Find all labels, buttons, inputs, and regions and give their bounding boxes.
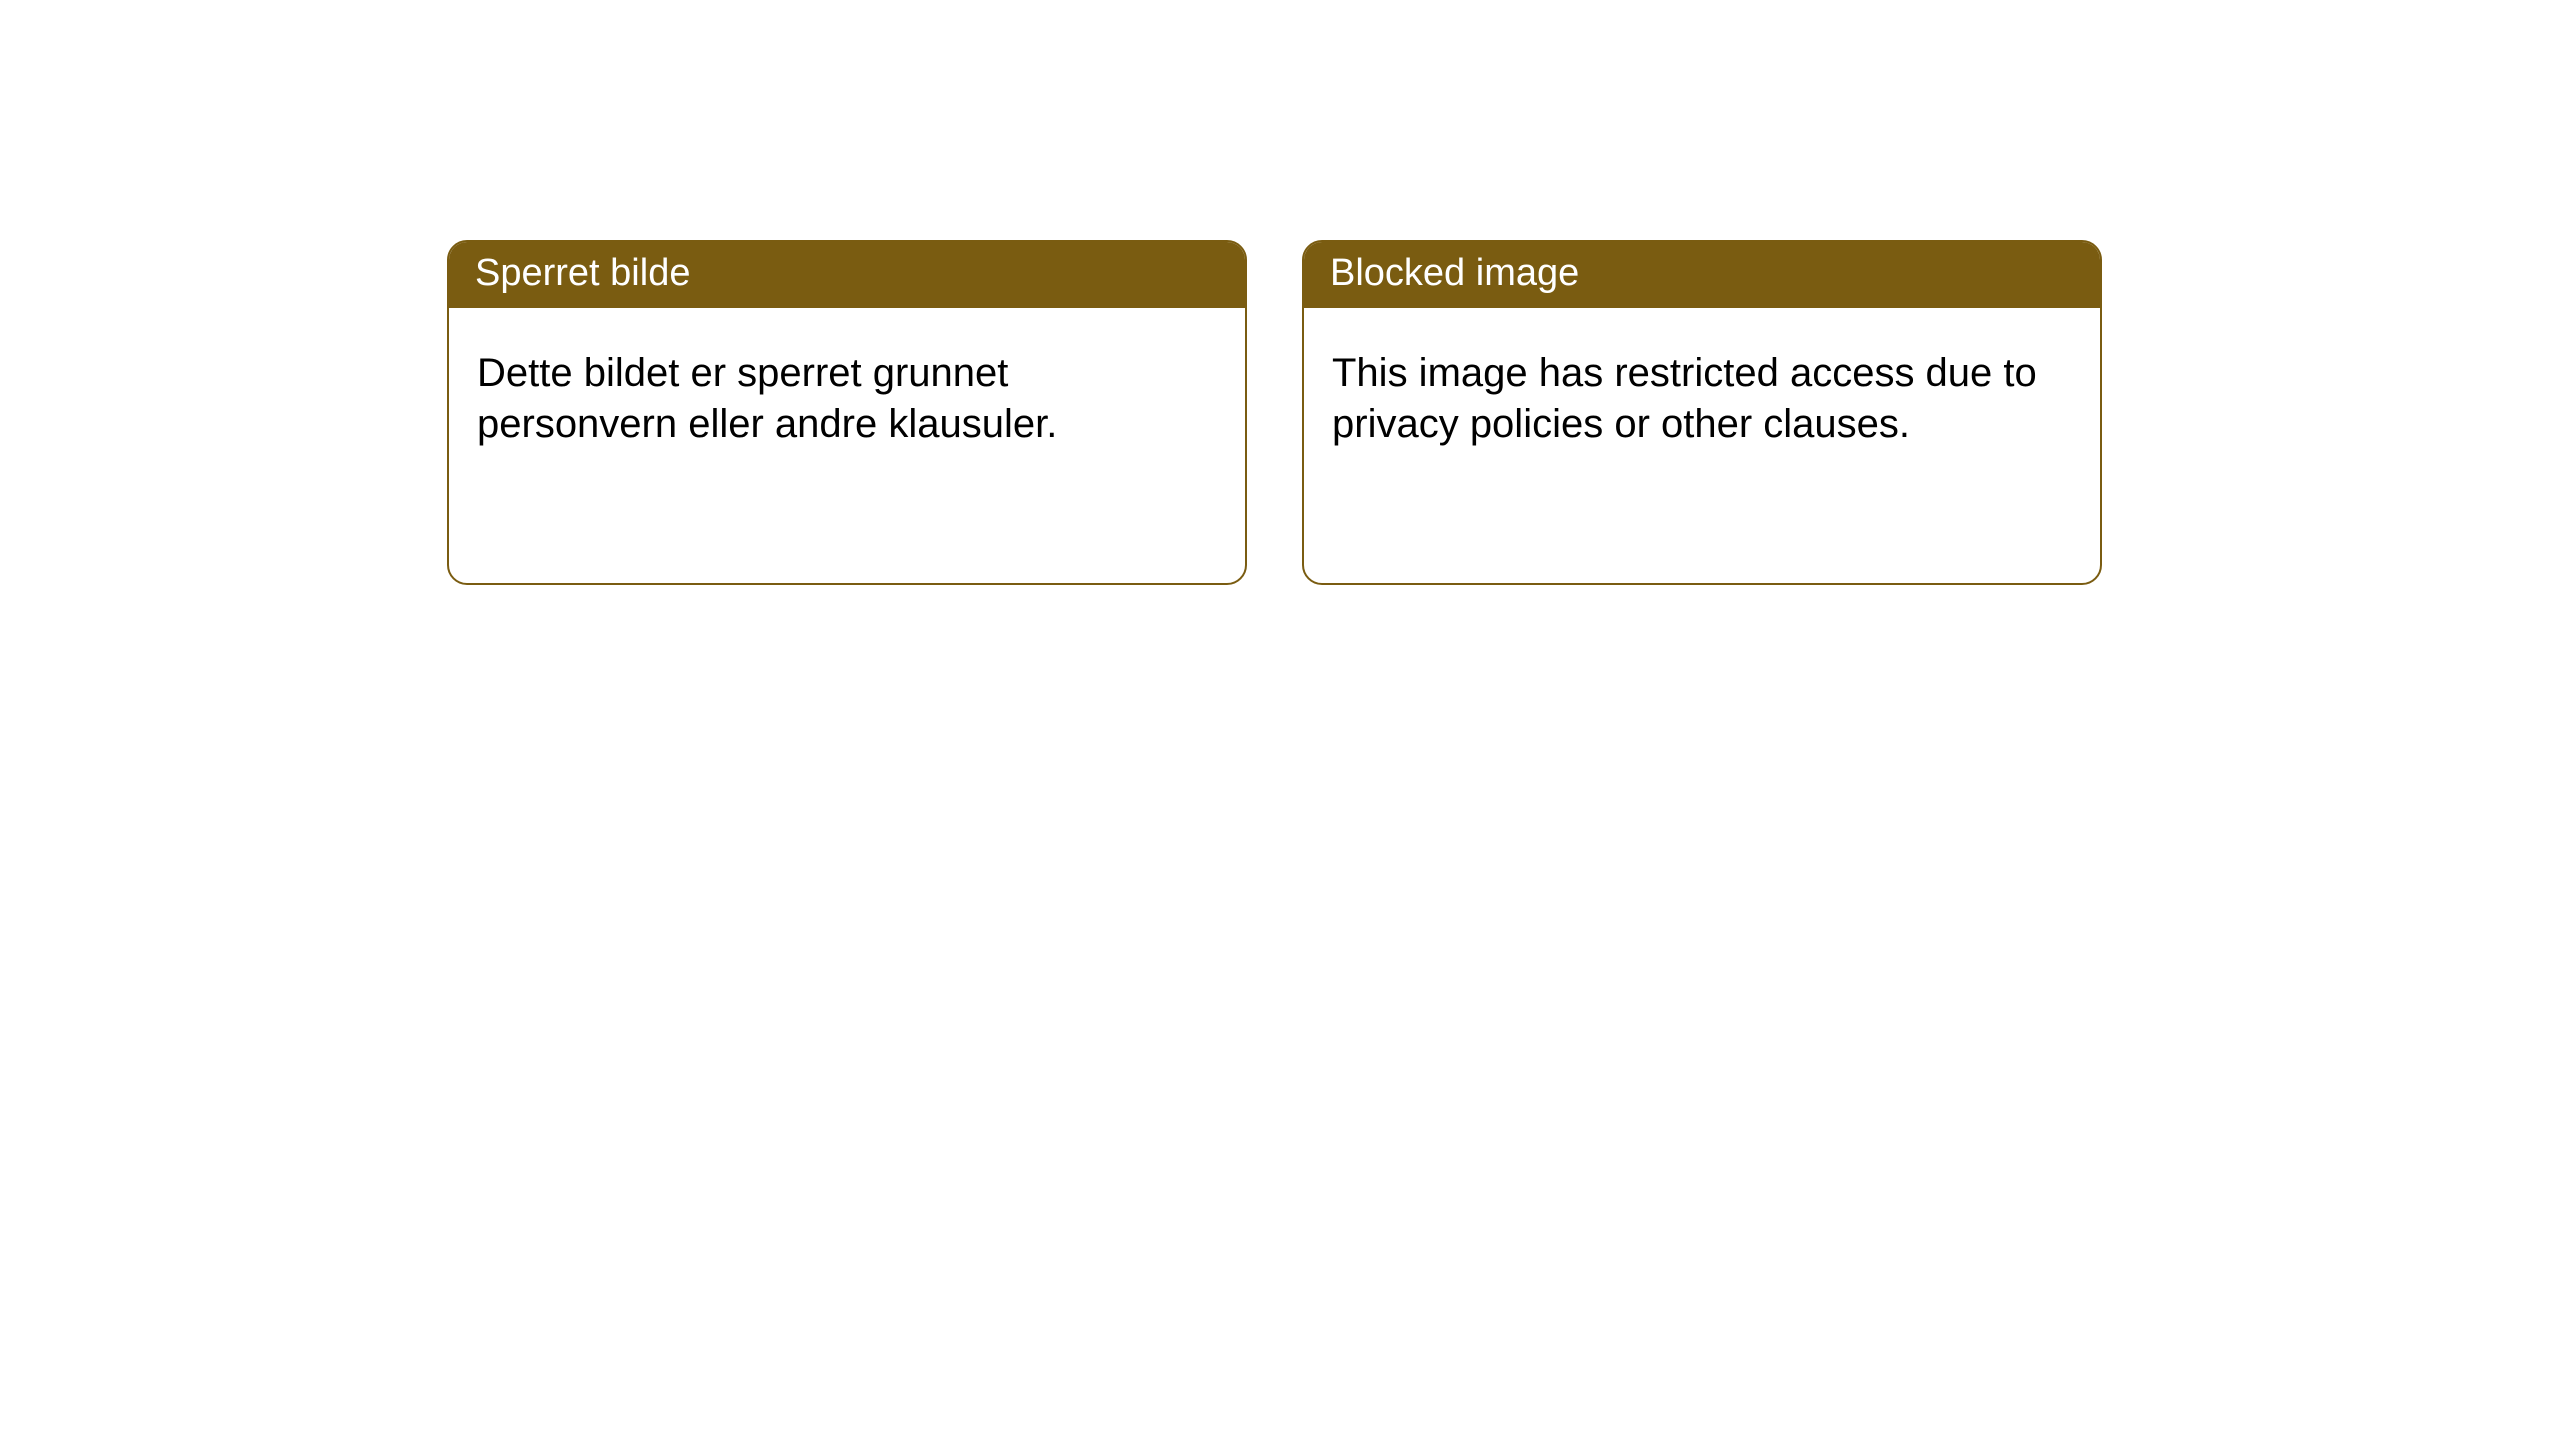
notice-header-text: Blocked image	[1330, 252, 1579, 294]
notice-header-english: Blocked image	[1304, 242, 2100, 308]
notice-body-text: This image has restricted access due to …	[1332, 348, 2072, 450]
notice-body-norwegian: Dette bildet er sperret grunnet personve…	[449, 308, 1245, 583]
notice-body-english: This image has restricted access due to …	[1304, 308, 2100, 583]
notice-container: Sperret bilde Dette bildet er sperret gr…	[0, 0, 2560, 585]
notice-card-english: Blocked image This image has restricted …	[1302, 240, 2102, 585]
notice-header-text: Sperret bilde	[475, 252, 690, 294]
notice-body-text: Dette bildet er sperret grunnet personve…	[477, 348, 1217, 450]
notice-card-norwegian: Sperret bilde Dette bildet er sperret gr…	[447, 240, 1247, 585]
notice-header-norwegian: Sperret bilde	[449, 242, 1245, 308]
